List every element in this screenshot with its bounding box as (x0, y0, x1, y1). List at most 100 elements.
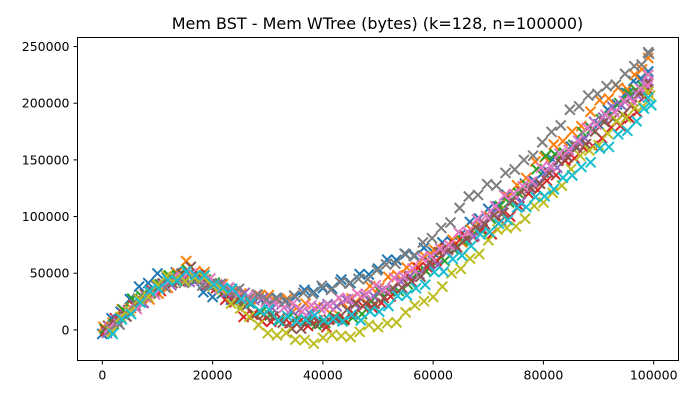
data-point (575, 161, 588, 173)
data-point (152, 283, 165, 295)
data-point (189, 269, 202, 281)
data-point (498, 189, 511, 202)
data-point (599, 109, 612, 121)
data-point (355, 314, 367, 327)
data-point (362, 273, 374, 285)
data-point (519, 212, 531, 225)
data-point (418, 295, 430, 307)
x-tick-label: 0 (98, 368, 106, 383)
data-point (563, 144, 575, 156)
data-point (583, 144, 596, 157)
series-10 (107, 91, 657, 340)
data-point (133, 293, 145, 306)
data-point (590, 118, 603, 131)
data-point (471, 213, 483, 226)
data-point (455, 263, 467, 275)
data-point (162, 274, 174, 286)
data-point (443, 239, 455, 251)
data-point (497, 207, 509, 219)
data-point (410, 282, 422, 294)
data-point (434, 242, 446, 255)
data-point (252, 319, 265, 331)
data-point (360, 288, 373, 300)
data-point (409, 299, 421, 312)
data-point (502, 214, 514, 226)
data-point (262, 327, 274, 339)
data-point (378, 292, 390, 304)
data-point (436, 280, 449, 293)
data-point (534, 177, 546, 190)
data-point (116, 313, 128, 326)
data-point (352, 273, 365, 285)
data-point (371, 264, 383, 277)
data-point (286, 322, 298, 335)
x-tick-label: 20000 (193, 368, 233, 383)
data-point (427, 291, 439, 303)
data-point (396, 282, 408, 294)
data-point (642, 91, 654, 104)
data-point (594, 142, 606, 155)
data-point (280, 327, 292, 339)
data-point (271, 329, 283, 342)
y-tick-label: 0 (62, 322, 70, 337)
data-point (451, 241, 464, 254)
data-point (573, 100, 585, 113)
data-point (553, 147, 566, 160)
data-point (638, 102, 650, 115)
data-point (461, 226, 474, 238)
data-point (316, 280, 328, 292)
data-point (308, 337, 320, 350)
data-point (363, 319, 375, 331)
data-point (279, 295, 291, 308)
data-point (435, 222, 447, 234)
data-point (399, 306, 412, 319)
data-point (452, 226, 465, 239)
data-point (538, 190, 551, 202)
series-2 (97, 52, 654, 333)
x-tick-label: 40000 (303, 368, 343, 383)
data-point (368, 298, 381, 310)
data-point (226, 283, 238, 295)
data-point (621, 125, 634, 137)
data-point (564, 104, 576, 116)
data-point (390, 254, 403, 266)
data-point (566, 125, 578, 138)
data-point (472, 189, 484, 201)
data-point (555, 119, 567, 132)
data-point (592, 139, 605, 151)
data-point (511, 201, 523, 214)
data-point (388, 272, 400, 284)
data-point (600, 80, 613, 92)
data-point (389, 257, 402, 270)
data-point (574, 150, 586, 162)
data-point (582, 89, 594, 102)
data-point (635, 58, 648, 71)
data-point (244, 297, 257, 309)
data-point (535, 162, 547, 174)
data-point (526, 175, 538, 188)
data-point (370, 279, 382, 291)
data-point (281, 310, 294, 322)
data-point (107, 328, 119, 340)
data-point (151, 267, 164, 280)
data-point (602, 127, 614, 140)
data-point (235, 293, 248, 305)
y-tick-label: 250000 (22, 39, 70, 54)
data-point (603, 141, 615, 153)
data-point (381, 317, 393, 329)
data-point (628, 69, 641, 81)
data-point (327, 313, 339, 325)
data-point (298, 334, 311, 346)
data-point (463, 190, 475, 203)
data-point (125, 308, 137, 320)
data-point (591, 88, 604, 100)
data-point (285, 304, 297, 316)
data-point (263, 303, 275, 316)
data-point (520, 201, 532, 213)
data-point (208, 278, 220, 291)
data-marks (96, 46, 657, 350)
data-point (510, 220, 522, 233)
data-point (572, 134, 584, 147)
data-point (391, 290, 404, 302)
y-tick-label: 150000 (22, 152, 70, 167)
